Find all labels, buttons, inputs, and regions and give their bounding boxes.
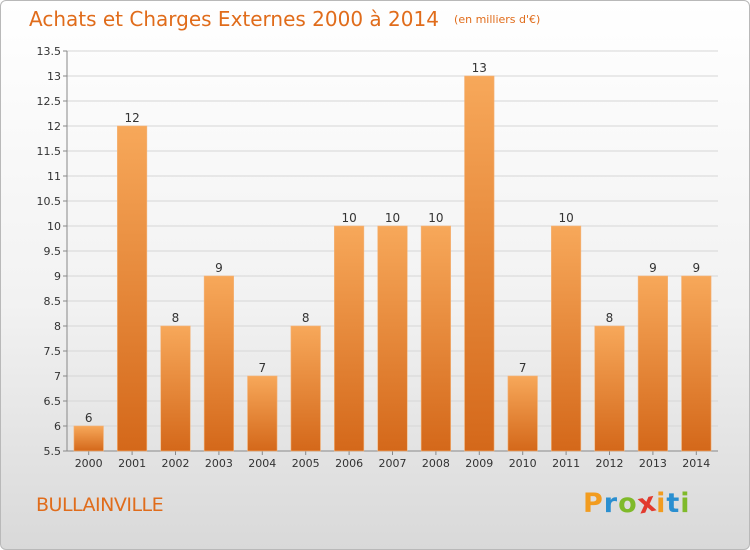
bar-2009 xyxy=(464,75,495,452)
bar-2004 xyxy=(247,375,278,452)
y-tick-label: 6.5 xyxy=(44,395,62,408)
chart-subtitle: (en milliers d'€) xyxy=(454,13,541,26)
x-tick-label: 2007 xyxy=(379,457,407,470)
x-tick-labels: 2000 2001 2002 2003 2004 2005 2006 2007 2008 2009… xyxy=(75,457,711,470)
chart-title: Achats et Charges Externes 2000 à 2014 xyxy=(29,7,439,31)
x-tick-label: 2001 xyxy=(118,457,146,470)
value-label: 10 xyxy=(341,211,356,225)
x-tick-label: 2009 xyxy=(465,457,493,470)
value-label: 10 xyxy=(558,211,573,225)
y-tick-label: 11 xyxy=(47,170,61,183)
logo-letter: o xyxy=(618,488,638,519)
y-tick-label: 8.5 xyxy=(44,295,62,308)
x-tick-label: 2000 xyxy=(75,457,103,470)
bar-2002 xyxy=(160,325,191,452)
y-tick-label: 5.5 xyxy=(44,445,62,458)
value-label: 10 xyxy=(428,211,443,225)
logo-letter: t xyxy=(666,488,681,519)
y-tick-label: 13 xyxy=(47,70,61,83)
y-tick-label: 13.5 xyxy=(37,45,62,58)
y-tick-label: 10 xyxy=(47,220,61,233)
bar-2010 xyxy=(507,375,538,452)
value-label: 12 xyxy=(124,111,139,125)
x-tick-label: 2011 xyxy=(552,457,580,470)
value-label: 7 xyxy=(258,361,266,375)
bar-2001 xyxy=(117,125,148,452)
y-tick-label: 12 xyxy=(47,120,61,133)
chart-title-block: Achats et Charges Externes 2000 à 2014 (… xyxy=(29,7,540,31)
logo-letter: r xyxy=(603,488,619,519)
x-tick-label: 2010 xyxy=(509,457,537,470)
value-label: 8 xyxy=(172,311,180,325)
bar-2011 xyxy=(551,225,582,452)
value-label: 8 xyxy=(606,311,614,325)
y-tick-label: 7.5 xyxy=(44,345,62,358)
bar-2000 xyxy=(73,425,104,452)
bar-2007 xyxy=(377,225,408,452)
value-label: 7 xyxy=(519,361,527,375)
y-tick-label: 12.5 xyxy=(37,95,62,108)
bar-2008 xyxy=(420,225,451,452)
x-tick-label: 2013 xyxy=(639,457,667,470)
bar-2013 xyxy=(637,275,668,452)
y-tick-label: 7 xyxy=(54,370,61,383)
bar-2014 xyxy=(681,275,712,452)
bar-2005 xyxy=(290,325,321,452)
value-labels: 6 12 8 9 7 8 10 10 10 13 7 10 8 9 9 xyxy=(85,61,700,425)
logo-letter: P xyxy=(583,488,604,519)
y-tick-label: 9 xyxy=(54,270,61,283)
logo-letter: i xyxy=(680,488,691,519)
y-tick-label: 10.5 xyxy=(37,195,62,208)
bar-2012 xyxy=(594,325,625,452)
value-label: 9 xyxy=(649,261,657,275)
y-tick-label: 8 xyxy=(54,320,61,333)
x-tick-label: 2012 xyxy=(596,457,624,470)
bars xyxy=(73,75,712,452)
x-tick-label: 2004 xyxy=(248,457,276,470)
value-label: 6 xyxy=(85,411,93,425)
value-label: 10 xyxy=(385,211,400,225)
y-tick-labels: 5.5 6 6.5 7 7.5 8 8.5 9 9.5 10 10.5 11 11.5 12 12.5 13 1… xyxy=(37,45,62,458)
logo-letter: i xyxy=(656,488,667,519)
proxiti-logo: Proxiti xyxy=(583,486,691,520)
bar-2003 xyxy=(203,275,234,452)
y-tick-label: 6 xyxy=(54,420,61,433)
x-tick-label: 2005 xyxy=(292,457,320,470)
commune-name: BULLAINVILLE xyxy=(36,494,164,516)
x-tick-label: 2008 xyxy=(422,457,450,470)
value-label: 9 xyxy=(692,261,700,275)
value-label: 8 xyxy=(302,311,310,325)
x-tick-label: 2014 xyxy=(682,457,710,470)
y-tick-label: 9.5 xyxy=(44,245,62,258)
x-tick-label: 2006 xyxy=(335,457,363,470)
value-label: 13 xyxy=(472,61,487,75)
value-label: 9 xyxy=(215,261,223,275)
x-tick-label: 2002 xyxy=(162,457,190,470)
x-tick-label: 2003 xyxy=(205,457,233,470)
bar-2006 xyxy=(334,225,365,452)
y-tick-label: 11.5 xyxy=(37,145,62,158)
